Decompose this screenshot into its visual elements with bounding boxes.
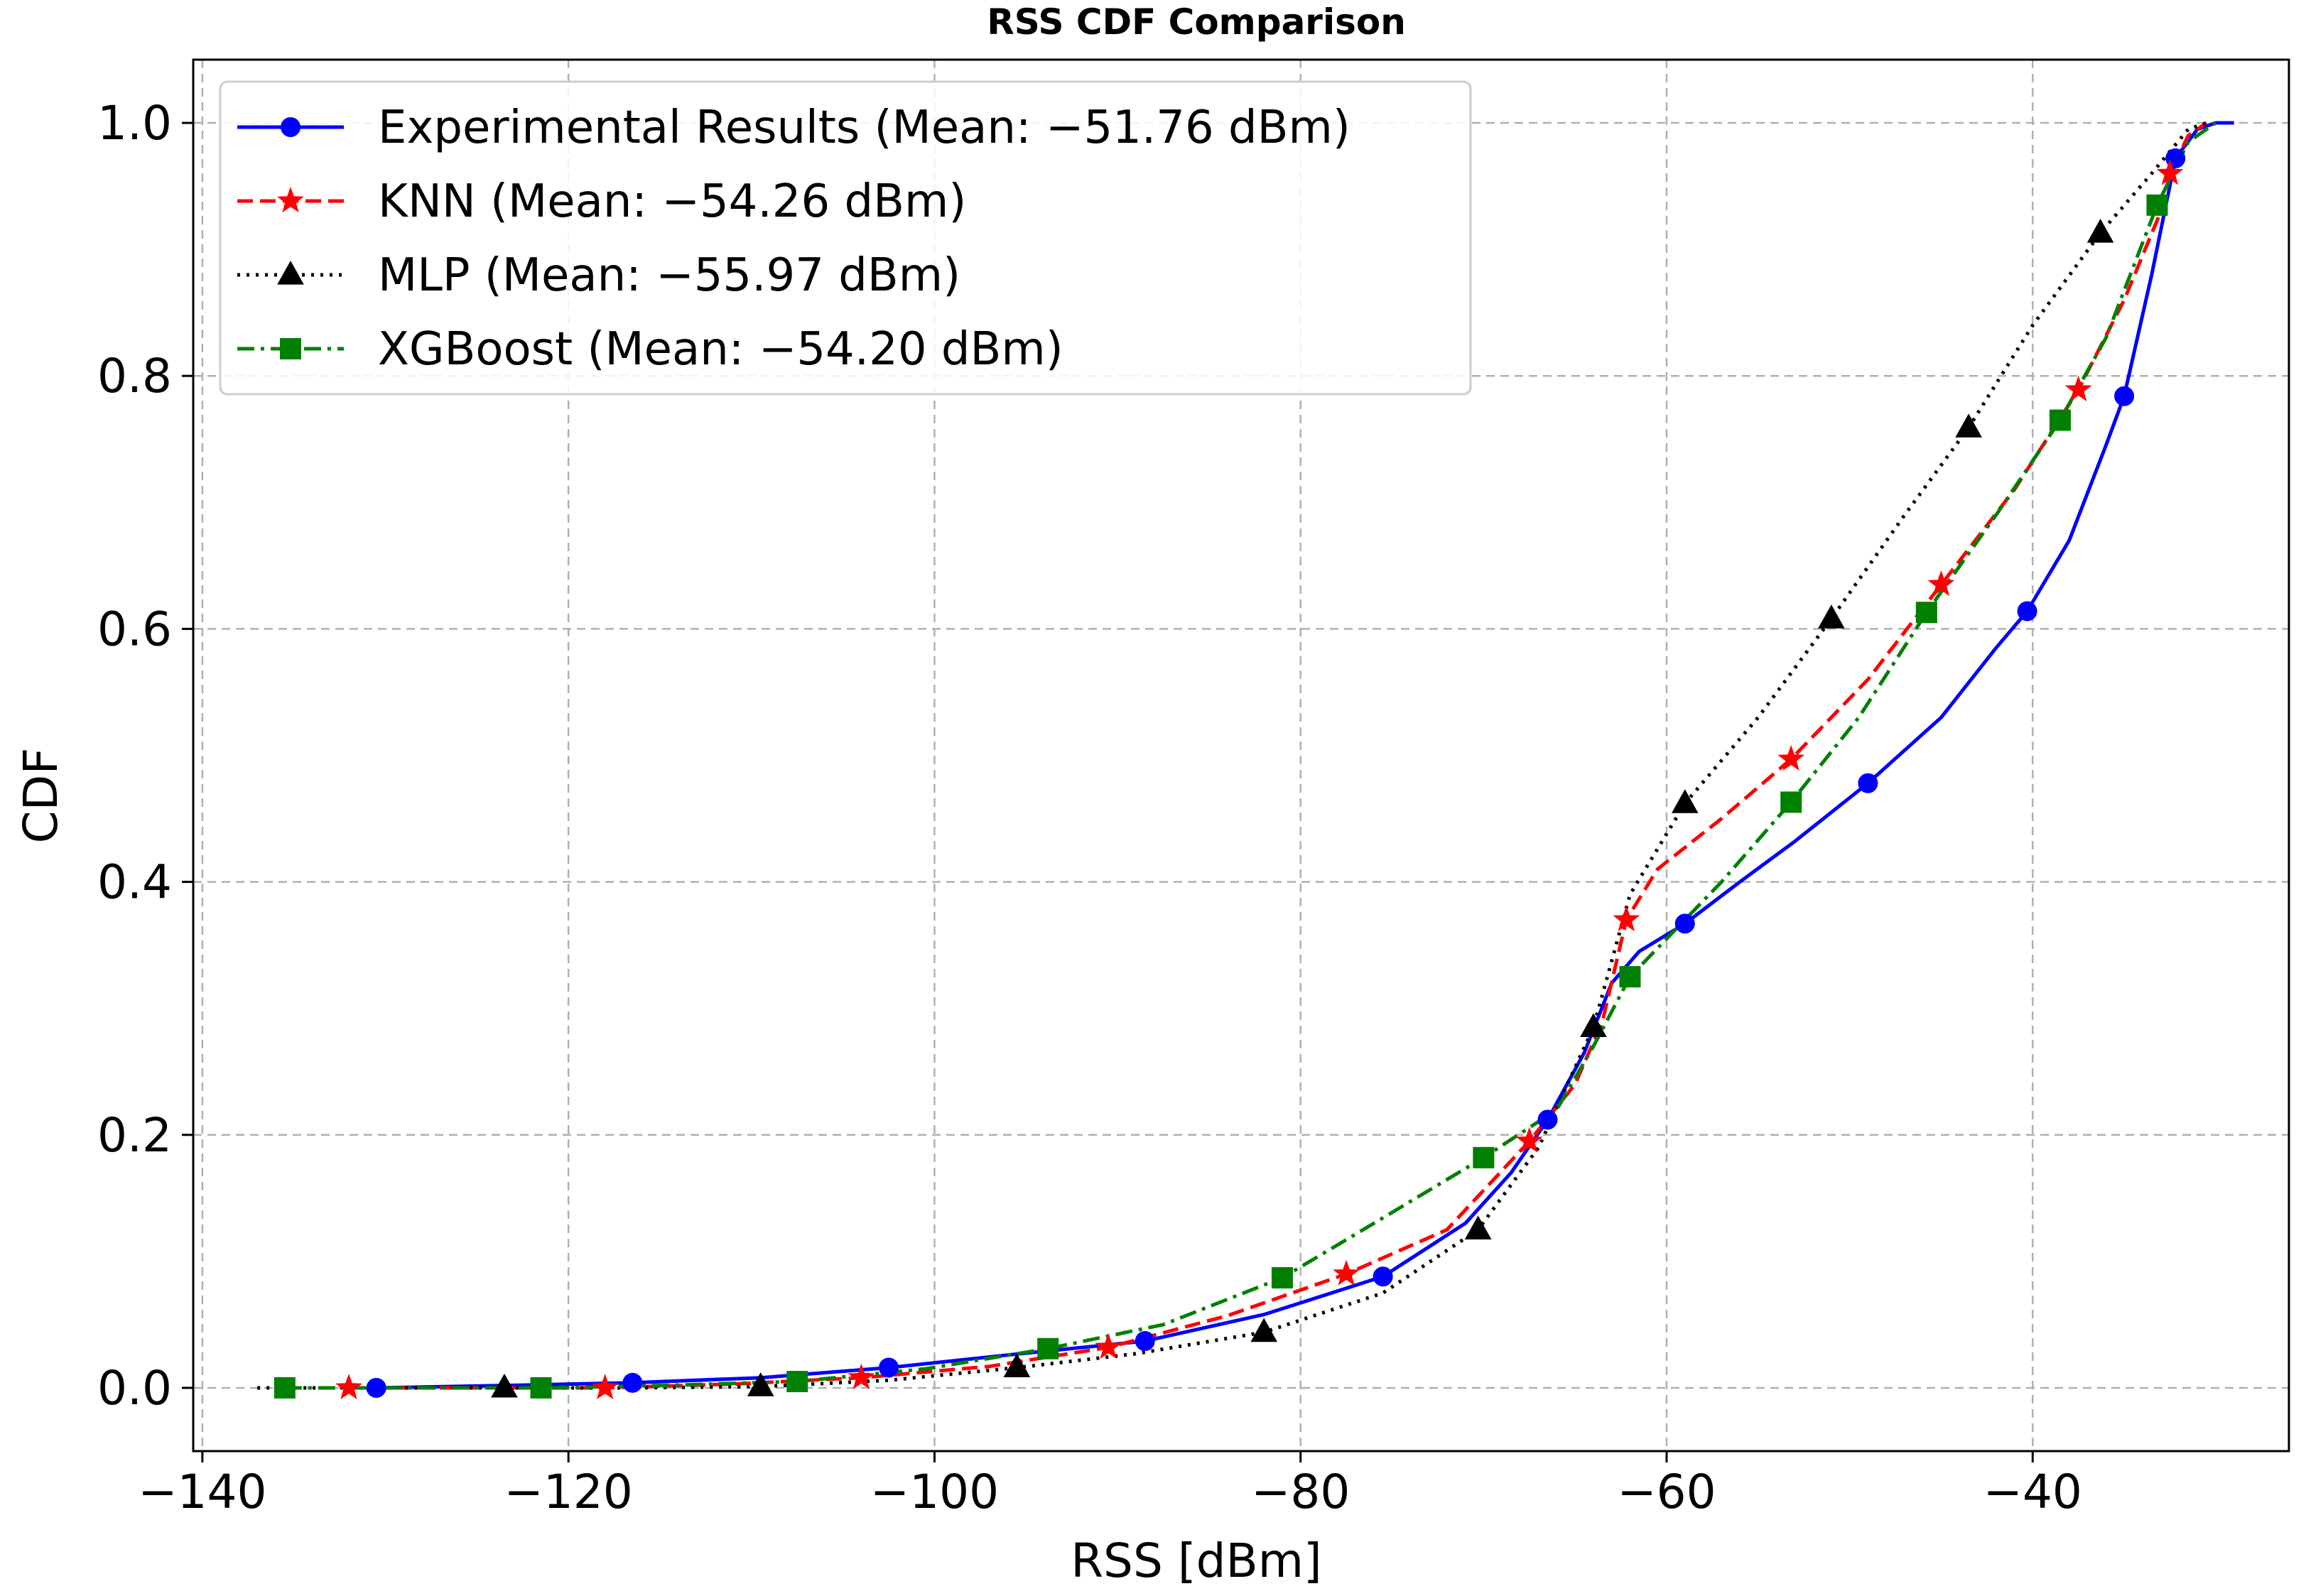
series-marker-1	[1613, 906, 1640, 932]
series-marker-1	[1095, 1333, 1122, 1359]
series-marker-2	[1580, 1013, 1607, 1037]
series-marker-2	[2086, 218, 2114, 243]
series-marker-3	[2146, 194, 2168, 216]
x-axis-label: RSS [dBm]	[1071, 1533, 1322, 1588]
series-marker-3	[274, 1377, 296, 1399]
legend-box	[219, 80, 1472, 396]
x-tick-label: −100	[870, 1465, 999, 1519]
series-marker-0	[2017, 601, 2037, 621]
series-marker-1	[1777, 744, 1805, 771]
legend-label-1: KNN (Mean: −54.26 dBm)	[378, 175, 966, 228]
series-marker-3	[1037, 1337, 1059, 1359]
series-marker-2	[1955, 413, 1982, 438]
legend-label-3: XGBoost (Mean: −54.20 dBm)	[378, 323, 1063, 376]
series-marker-3	[786, 1371, 808, 1393]
series-marker-2	[1003, 1353, 1031, 1378]
series-marker-1	[591, 1374, 619, 1400]
x-tick-label: −80	[1251, 1465, 1350, 1519]
series-line-2	[257, 121, 2207, 1390]
x-tick-label: −120	[504, 1465, 633, 1519]
y-tick-label: 0.0	[97, 1361, 172, 1416]
series-marker-2	[491, 1373, 518, 1398]
series-marker-0	[2114, 386, 2135, 406]
series-marker-0	[1135, 1331, 1155, 1352]
series-marker-3	[2049, 409, 2071, 431]
series-marker-1	[1333, 1259, 1360, 1286]
series-marker-0	[1373, 1266, 1393, 1287]
series-marker-0	[1858, 773, 1878, 793]
series-marker-0	[879, 1357, 899, 1378]
series-marker-1	[2064, 375, 2092, 401]
y-axis-label: CDF	[13, 748, 68, 844]
series-marker-2	[1464, 1215, 1492, 1239]
x-tick-label: −60	[1617, 1465, 1716, 1519]
series-marker-2	[1671, 789, 1699, 813]
legend-label-2: MLP (Mean: −55.97 dBm)	[378, 249, 960, 302]
series-marker-3	[1271, 1267, 1293, 1289]
series-marker-3	[1619, 966, 1641, 988]
x-tick-label: −40	[1983, 1465, 2082, 1519]
series-marker-0	[1674, 913, 1695, 934]
chart-title: RSS CDF Comparison	[987, 1, 1406, 43]
series-marker-3	[1915, 602, 1937, 624]
plot-frame	[192, 58, 2290, 1453]
legend-swatch-marker-0	[281, 117, 301, 137]
y-tick-label: 0.4	[97, 855, 172, 910]
series-marker-0	[622, 1372, 643, 1393]
series-marker-2	[1250, 1318, 1278, 1342]
x-tick-label: −140	[138, 1465, 266, 1519]
legend-swatch-marker-3	[280, 338, 301, 359]
series-marker-2	[1818, 604, 1845, 629]
y-tick-label: 0.2	[97, 1108, 172, 1163]
series-marker-0	[1537, 1109, 1558, 1130]
legend-swatch-marker-1	[277, 187, 304, 213]
y-tick-label: 0.8	[97, 349, 172, 403]
series-marker-1	[1927, 570, 1955, 597]
series-marker-0	[366, 1377, 386, 1398]
y-tick-label: 0.6	[97, 602, 172, 656]
series-marker-1	[1515, 1127, 1543, 1153]
series-markers	[274, 148, 2186, 1400]
series-marker-2	[747, 1372, 774, 1396]
legend: Experimental Results (Mean: −51.76 dBm) K…	[219, 80, 1472, 396]
series-marker-1	[335, 1374, 362, 1400]
series-marker-1	[848, 1363, 875, 1389]
series-marker-3	[1473, 1146, 1495, 1168]
axis-ticks: −140 −120 −100 −80 −60 −40 0.0 0.2 0.4 0.6 0.8 1.0	[97, 96, 2082, 1519]
legend-label-0: Experimental Results (Mean: −51.76 dBm)	[378, 102, 1350, 154]
series-marker-3	[530, 1377, 552, 1399]
legend-swatch-marker-2	[277, 260, 304, 285]
series-marker-3	[1780, 791, 1802, 813]
series-marker-1	[2156, 159, 2184, 185]
y-tick-label: 1.0	[97, 96, 172, 151]
